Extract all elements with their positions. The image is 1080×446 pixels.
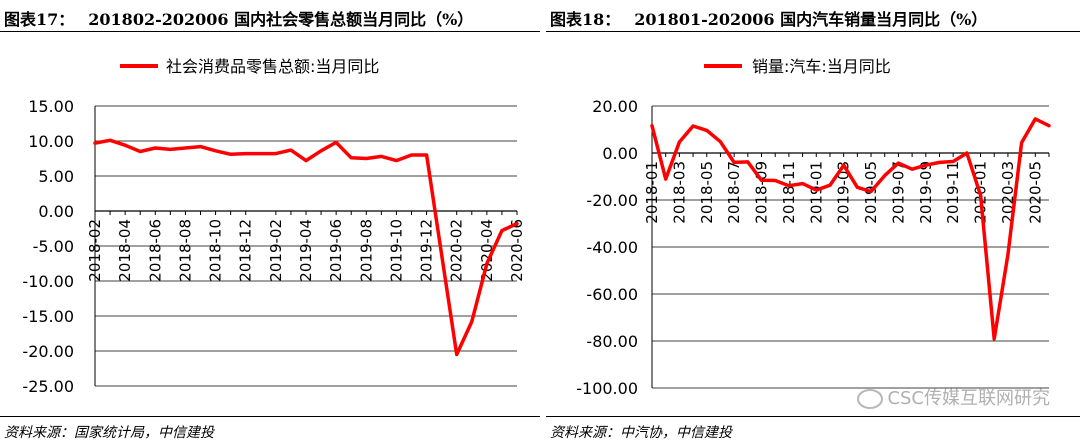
y-tick-label: 0.00: [602, 144, 638, 163]
legend-label: 销量:汽车:当月同比: [752, 57, 891, 76]
y-tick-label: -15.00: [22, 307, 74, 326]
y-tick-label: -10.00: [22, 272, 74, 291]
x-tick-label: 2019-01: [807, 161, 825, 224]
x-tick-label: 2018-12: [237, 219, 255, 282]
x-tick-label: 2020-04: [478, 219, 496, 282]
x-tick-label: 2020-02: [448, 219, 466, 282]
y-tick-label: 20.00: [592, 97, 638, 116]
y-tick-label: -20.00: [22, 342, 74, 361]
right-top-rule: [546, 31, 1080, 32]
x-tick-label: 2019-06: [327, 219, 345, 282]
watermark-text: CSC传媒互联网研究: [887, 388, 1050, 409]
right-title-text: 201801-202006 国内汽车销量当月同比（%）: [634, 10, 988, 29]
x-tick-label: 2019-02: [267, 219, 285, 282]
wechat-icon: [857, 389, 884, 409]
right-chart-title: 图表18： 201801-202006 国内汽车销量当月同比（%）: [550, 6, 987, 30]
x-tick-label: 2018-08: [176, 219, 194, 282]
auto-sales-line-chart: 销量:汽车:当月同比 20.00 0.00 -20.00 -40.00 -60.00 -80…: [576, 57, 1051, 398]
left-panel: 图表17： 201802-202006 国内社会零售总额当月同比（%） 社会消费品…: [0, 6, 540, 441]
y-tick-label: 0.00: [38, 202, 74, 221]
x-tick-label: 2020-06: [508, 219, 526, 282]
x-tick-label: 2018-03: [670, 161, 688, 224]
right-title-label: 图表18：: [550, 10, 621, 29]
left-bottom-rule: [0, 416, 540, 417]
x-tick-label: 2019-07: [889, 161, 907, 224]
left-chart-title: 图表17： 201802-202006 国内社会零售总额当月同比（%）: [4, 6, 473, 30]
x-tick-label: 2019-10: [387, 219, 405, 282]
series-line: [93, 138, 519, 357]
watermark: CSC传媒互联网研究: [857, 384, 1050, 410]
left-title-label: 图表17：: [4, 10, 75, 29]
x-tick-label: 2018-10: [207, 219, 225, 282]
right-source-note: 资料来源：中汽协，中信建投: [550, 425, 732, 441]
x-tick-label: 2019-03: [835, 161, 853, 224]
retail-sales-line-chart: 社会消费品零售总额:当月同比 15.00 10.00 5.00 0.00 -5.00 -10…: [22, 57, 526, 396]
y-tick-label: -25.00: [22, 377, 74, 396]
legend-label: 社会消费品零售总额:当月同比: [166, 57, 379, 76]
y-tick-label: 10.00: [28, 132, 74, 151]
y-tick-label: -40.00: [586, 238, 638, 257]
x-tick-label: 2018-06: [146, 219, 164, 282]
y-tick-label: -100.00: [576, 379, 638, 398]
x-tick-label: 2018-05: [698, 161, 716, 224]
x-tick-label: 2020-05: [1026, 161, 1044, 224]
y-tick-label: 5.00: [38, 167, 74, 186]
x-tick-label: 2019-04: [297, 219, 315, 282]
x-tick-label: 2019-09: [917, 161, 935, 224]
x-tick-label: 2019-08: [357, 219, 375, 282]
x-tick-label: 2018-11: [780, 161, 798, 224]
left-top-rule: [0, 31, 540, 32]
y-tick-label: -60.00: [586, 285, 638, 304]
series-line: [650, 117, 1051, 341]
right-panel: 图表18： 201801-202006 国内汽车销量当月同比（%） 销量:汽车:当…: [546, 0, 1080, 446]
x-tick-label: 2018-04: [116, 219, 134, 282]
x-tick-label: 2018-02: [86, 219, 104, 282]
left-source-note: 资料来源：国家统计局，中信建投: [4, 425, 214, 441]
left-title-text: 201802-202006 国内社会零售总额当月同比（%）: [88, 10, 474, 29]
right-bottom-rule: [546, 416, 1080, 417]
x-tick-label: 2018-01: [643, 161, 661, 224]
x-tick-label: 2019-11: [944, 161, 962, 224]
y-tick-label: -80.00: [586, 332, 638, 351]
y-tick-label: -5.00: [33, 237, 74, 256]
x-tick-label: 2018-07: [725, 161, 743, 224]
x-tick-label: 2019-12: [418, 219, 436, 282]
y-tick-label: 15.00: [28, 97, 74, 116]
y-tick-label: -20.00: [586, 191, 638, 210]
